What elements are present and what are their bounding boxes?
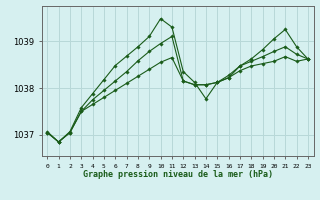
- X-axis label: Graphe pression niveau de la mer (hPa): Graphe pression niveau de la mer (hPa): [83, 170, 273, 179]
